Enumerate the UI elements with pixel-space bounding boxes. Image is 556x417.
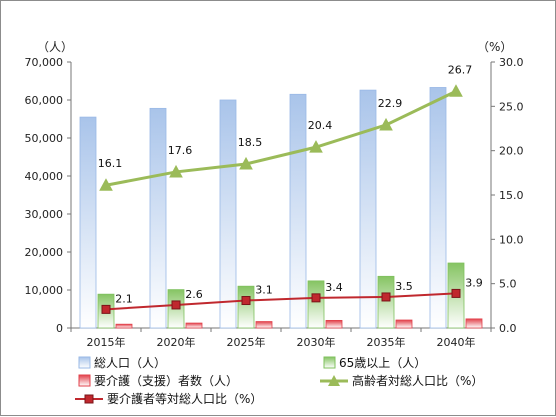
marker-aged-ratio	[309, 140, 323, 153]
left-tick-label: 60,000	[25, 94, 64, 107]
legend-aged-65-plus: 65歳以上（人）	[323, 356, 426, 370]
legend-aged-65-plus-text: 65歳以上（人）	[339, 356, 426, 370]
data-label-care-ratio: 3.9	[465, 276, 483, 289]
legend-care-needed-text: 要介護（支援）者数（人）	[94, 373, 238, 388]
data-label-aged-ratio: 17.6	[168, 144, 193, 157]
bar-total-population	[429, 87, 447, 329]
bar-total-population	[359, 89, 377, 329]
x-tick-label: 2020年	[157, 335, 196, 349]
data-label-care-ratio: 2.1	[115, 292, 133, 305]
legend-care-ratio-swatch-marker	[84, 394, 94, 404]
legend-care-ratio-text: 要介護者等対総人口比（%）	[107, 391, 262, 406]
x-tick-label: 2015年	[87, 335, 126, 349]
bar-aged-65-plus	[377, 275, 395, 329]
marker-care-ratio	[241, 296, 251, 306]
legend-aged-65-plus-swatch	[323, 356, 336, 369]
right-tick-label: 0.0	[499, 322, 517, 335]
bar-care-needed	[255, 321, 273, 329]
data-label-care-ratio: 3.1	[255, 284, 273, 297]
data-label-care-ratio: 3.5	[395, 280, 413, 293]
marker-aged-ratio	[169, 164, 183, 178]
left-tick-label: 40,000	[25, 170, 64, 183]
legend-care-ratio: 要介護者等対総人口比（%）	[75, 391, 262, 406]
legend-total-population-text: 総人口（人）	[94, 356, 166, 370]
bar-care-needed	[115, 323, 133, 329]
marker-care-ratio	[171, 300, 181, 310]
marker-aged-ratio	[449, 84, 463, 97]
data-label-care-ratio: 2.6	[185, 288, 203, 301]
bar-total-population	[219, 99, 237, 329]
left-tick-label: 70,000	[25, 56, 64, 69]
legend-total-population: 総人口（人）	[78, 356, 166, 370]
data-label-aged-ratio: 22.9	[378, 97, 403, 110]
left-tick-label: 20,000	[25, 246, 64, 259]
marker-care-ratio	[381, 292, 391, 302]
bar-total-population	[79, 116, 97, 329]
right-tick-label: 15.0	[499, 189, 524, 202]
bar-care-needed	[395, 319, 413, 329]
right-tick-label: 20.0	[499, 145, 524, 158]
legend-care-needed-swatch	[78, 374, 91, 387]
x-tick-label: 2040年	[437, 335, 476, 349]
legend-aged-ratio: 高齢者対総人口比（%）	[320, 373, 483, 388]
bar-care-needed	[465, 318, 483, 329]
left-tick-label: 30,000	[25, 208, 64, 221]
bar-care-needed	[325, 319, 343, 329]
x-tick-label: 2025年	[227, 335, 266, 349]
marker-aged-ratio	[99, 178, 113, 191]
marker-care-ratio	[101, 304, 111, 314]
bar-total-population	[289, 93, 307, 329]
bar-aged-65-plus	[307, 280, 325, 329]
x-tick-label: 2030年	[297, 335, 336, 349]
legend-total-population-swatch	[78, 356, 91, 369]
legend-care-needed: 要介護（支援）者数（人）	[78, 373, 238, 388]
right-tick-label: 25.0	[499, 100, 524, 113]
marker-aged-ratio	[379, 117, 393, 131]
data-label-aged-ratio: 18.5	[238, 136, 263, 149]
right-tick-label: 10.0	[499, 233, 524, 246]
left-tick-label: 10,000	[25, 284, 64, 297]
right-tick-label: 5.0	[499, 278, 517, 291]
right-tick-label: 30.0	[499, 56, 524, 69]
legend-aged-ratio-text: 高齢者対総人口比（%）	[352, 373, 483, 388]
data-label-care-ratio: 3.4	[325, 281, 343, 294]
data-label-aged-ratio: 16.1	[98, 157, 123, 170]
marker-care-ratio	[311, 293, 321, 303]
line-aged-ratio	[105, 89, 457, 187]
left-axis-unit: （人）	[37, 40, 73, 54]
legend-aged-ratio-swatch-marker	[328, 375, 340, 386]
left-tick-label: 50,000	[25, 132, 64, 145]
data-label-aged-ratio: 26.7	[448, 63, 473, 76]
line-care-ratio	[105, 292, 457, 311]
bar-total-population	[149, 107, 167, 329]
data-label-aged-ratio: 20.4	[308, 119, 333, 132]
left-tick-label: 0	[56, 322, 63, 335]
right-axis-unit: （%）	[477, 40, 512, 54]
marker-aged-ratio	[239, 156, 253, 170]
marker-care-ratio	[451, 288, 461, 298]
bar-care-needed	[185, 322, 203, 329]
bar-aged-65-plus	[237, 285, 255, 329]
x-tick-label: 2035年	[367, 335, 406, 349]
